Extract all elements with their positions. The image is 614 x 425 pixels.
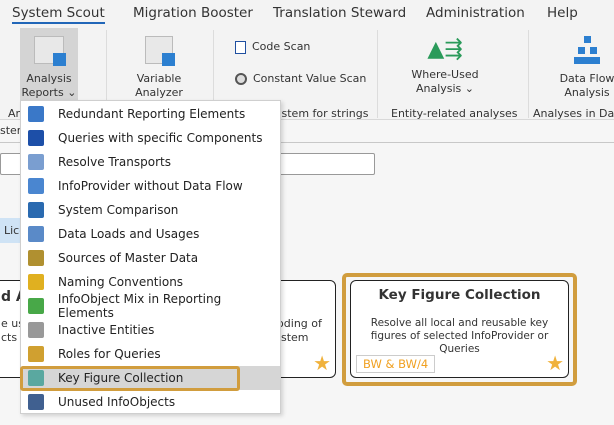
unused-infoobjects-icon <box>28 394 44 410</box>
tab-help[interactable]: Help <box>547 5 578 21</box>
menu-item-label: InfoProvider without Data Flow <box>58 179 243 193</box>
favorite-star-icon[interactable]: ★ <box>313 351 331 375</box>
menu-item-resolve-transports[interactable]: Resolve Transports <box>22 150 280 174</box>
analysis-reports-label-2: Reports ⌄ <box>21 86 77 99</box>
where-used-analysis-button[interactable]: ▲⇶ Where-Used Analysis ⌄ <box>410 28 480 100</box>
menu-item-inactive-entities[interactable]: Inactive Entities <box>22 318 280 342</box>
card-tag: BW & BW/4 <box>356 355 436 373</box>
menu-item-infoprovider-without-data-flow[interactable]: InfoProvider without Data Flow <box>22 174 280 198</box>
menu-item-label: InfoObject Mix in Reporting Elements <box>57 292 222 320</box>
data-flow-analysis-button[interactable]: Data Flow Analysis <box>556 28 614 100</box>
menu-item-label: Naming Conventions <box>58 275 184 289</box>
gears-icon <box>28 250 44 266</box>
group-label-analysis: An <box>8 107 23 120</box>
clock-db-icon <box>28 226 44 242</box>
menu-item-label: Key Figure Collection <box>58 371 184 385</box>
card-description: Resolve all local and reusable key figur… <box>370 317 549 355</box>
where-used-icon: ▲⇶ <box>427 37 463 62</box>
menu-item-label: Queries with specific Components <box>58 131 263 145</box>
where-used-label: Where-Used <box>411 68 479 81</box>
group-label-dataflow: Analyses in Data <box>533 107 614 120</box>
constant-value-scan-label: Constant Value Scan <box>253 72 367 85</box>
menu-item-queries-with-specific-components[interactable]: Queries with specific Components <box>22 126 280 150</box>
constant-scan-icon <box>235 73 247 85</box>
menu-item-redundant-reporting-elements[interactable]: Redundant Reporting Elements <box>22 102 280 126</box>
warning-list-icon <box>28 274 44 290</box>
menu-item-label: Resolve Transports <box>58 155 171 169</box>
data-flow-label: Data Flow <box>559 72 614 85</box>
infoobject-mix-icon <box>28 298 44 314</box>
middle-card-text-2: stem <box>281 331 309 344</box>
comparison-icon <box>28 202 44 218</box>
code-scan-button[interactable]: Code Scan <box>235 40 310 54</box>
menu-item-label: Inactive Entities <box>58 323 155 337</box>
menu-item-label: System Comparison <box>58 203 179 217</box>
code-scan-icon <box>235 40 246 54</box>
favorite-star-icon[interactable]: ★ <box>546 351 564 375</box>
infoprovider-icon <box>28 178 44 194</box>
truck-icon <box>28 154 44 170</box>
menu-item-data-loads-and-usages[interactable]: Data Loads and Usages <box>22 222 280 246</box>
report-icon <box>34 36 66 66</box>
variable-analyzer-icon <box>145 36 175 66</box>
tab-administration[interactable]: Administration <box>426 5 525 21</box>
middle-card-text: coding of <box>271 317 322 330</box>
analysis-reports-label: Analysis <box>26 72 72 85</box>
roles-icon <box>28 346 44 362</box>
menu-item-system-comparison[interactable]: System Comparison <box>22 198 280 222</box>
main-tabs: System Scout Migration Booster Translati… <box>0 0 614 28</box>
constant-value-scan-button[interactable]: Constant Value Scan <box>235 72 366 86</box>
where-used-label-2: Analysis ⌄ <box>415 82 475 95</box>
menu-item-label: Unused InfoObjects <box>58 395 176 409</box>
group-label-strings: ystem for strings <box>275 107 369 120</box>
highlight-outline <box>342 273 577 386</box>
menu-highlight-outline <box>20 366 240 391</box>
group-label-entity: Entity-related analyses <box>391 107 518 120</box>
menu-item-sources-of-master-data[interactable]: Sources of Master Data <box>22 246 280 270</box>
query-components-icon <box>28 130 44 146</box>
license-button[interactable]: Lice <box>0 218 22 243</box>
data-flow-label-2: Analysis <box>564 86 610 99</box>
menu-item-naming-conventions[interactable]: Naming Conventions <box>22 270 280 294</box>
menu-item-infoobject-mix-in-reporting-elements[interactable]: InfoObject Mix in Reporting Elements <box>22 292 280 320</box>
cube-icon <box>28 322 44 338</box>
tab-system-scout[interactable]: System Scout <box>12 5 105 24</box>
divider <box>0 142 614 143</box>
tab-translation-steward[interactable]: Translation Steward <box>273 5 407 21</box>
code-scan-label: Code Scan <box>252 40 311 53</box>
analysis-reports-menu: Redundant Reporting Elements Queries with… <box>20 100 281 414</box>
data-flow-icon <box>574 36 600 64</box>
card-title: Key Figure Collection <box>378 287 541 303</box>
tab-migration-booster[interactable]: Migration Booster <box>133 5 253 21</box>
key-figure-collection-card[interactable]: Key Figure Collection Resolve all local … <box>350 280 569 378</box>
menu-item-label: Redundant Reporting Elements <box>58 107 246 121</box>
magnifier-icon <box>28 106 44 122</box>
key-figure-icon <box>28 370 44 386</box>
menu-item-label: Sources of Master Data <box>58 251 199 265</box>
menu-item-unused-infoobjects[interactable]: Unused InfoObjects <box>22 390 280 414</box>
menu-item-roles-for-queries[interactable]: Roles for Queries <box>22 342 280 366</box>
variable-analyzer-label-2: Analyzer <box>135 86 183 99</box>
variable-analyzer-label: Variable <box>136 72 182 85</box>
menu-item-label: Roles for Queries <box>58 347 161 361</box>
analysis-reports-button[interactable]: Analysis Reports ⌄ <box>20 28 78 100</box>
menu-item-label: Data Loads and Usages <box>58 227 200 241</box>
variable-analyzer-button[interactable]: Variable Analyzer <box>128 28 190 100</box>
